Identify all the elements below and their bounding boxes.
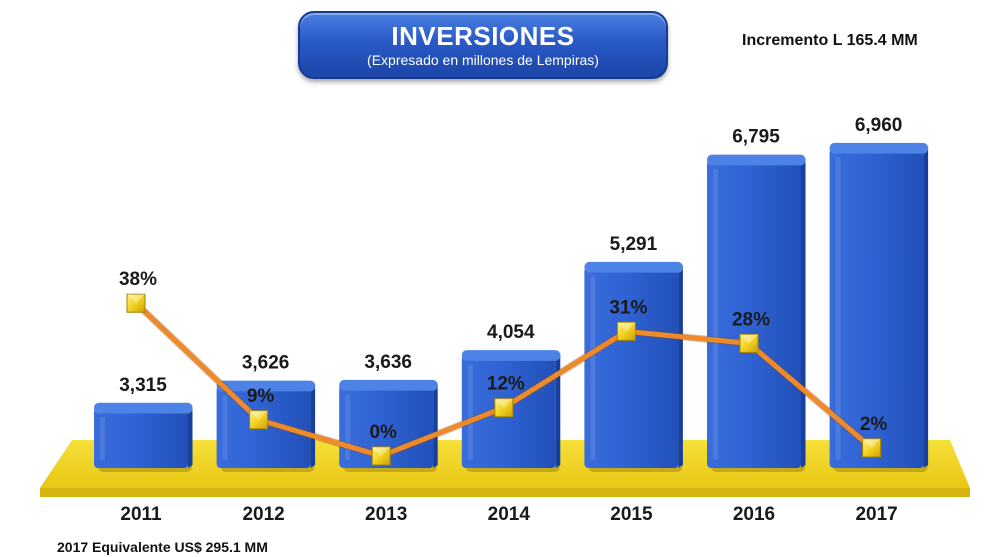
bar-value-label: 6,960 (855, 115, 903, 136)
x-tick-label: 2015 (610, 504, 653, 525)
bar-value-label: 4,054 (487, 322, 535, 343)
x-tick-label: 2016 (733, 504, 775, 525)
bar-value-label: 3,626 (242, 353, 290, 374)
x-tick-label: 2011 (120, 504, 162, 525)
chart-subtitle: (Expresado en millones de Lempiras) (367, 52, 599, 68)
growth-marker-2012 (249, 410, 269, 430)
usd-equivalent-note: 2017 Equivalente US$ 295.1 MM (57, 539, 268, 555)
growth-marker-2014 (494, 398, 514, 418)
growth-marker-2017 (862, 438, 882, 458)
growth-percent-label: 0% (369, 422, 397, 443)
growth-percent-label: 31% (609, 297, 647, 318)
bar-2016 (707, 154, 806, 473)
growth-percent-label: 9% (247, 386, 275, 407)
x-tick-label: 2014 (488, 504, 531, 525)
bar-value-label: 3,315 (119, 375, 167, 396)
base-platform-edge (40, 488, 970, 497)
bar-value-label: 5,291 (610, 234, 658, 255)
growth-percent-label: 38% (119, 269, 157, 290)
bar-value-label: 6,795 (732, 127, 780, 148)
bar-2015 (584, 261, 683, 472)
title-banner: INVERSIONES (Expresado en millones de Le… (298, 11, 668, 79)
x-tick-label: 2013 (365, 504, 407, 525)
growth-percent-label: 2% (860, 414, 888, 435)
chart-title: INVERSIONES (391, 21, 575, 51)
growth-percent-label: 28% (732, 309, 770, 330)
growth-marker-2015 (616, 321, 636, 341)
growth-marker-2013 (371, 446, 391, 466)
increment-note: Incremento L 165.4 MM (742, 32, 918, 49)
labels-group: 3,315 2011 3,626 2012 3,636 2013 4,054 2014 5,29… (119, 115, 902, 525)
growth-marker-2016 (739, 333, 759, 353)
bar-2017 (829, 142, 929, 472)
bars-group (94, 142, 929, 473)
bar-2011 (94, 402, 193, 472)
growth-percent-label: 12% (487, 374, 525, 395)
bar-value-label: 3,636 (364, 352, 412, 373)
growth-line-group (126, 293, 882, 466)
growth-marker-2011 (126, 293, 146, 313)
x-tick-label: 2012 (242, 504, 284, 525)
x-tick-label: 2017 (855, 504, 897, 525)
